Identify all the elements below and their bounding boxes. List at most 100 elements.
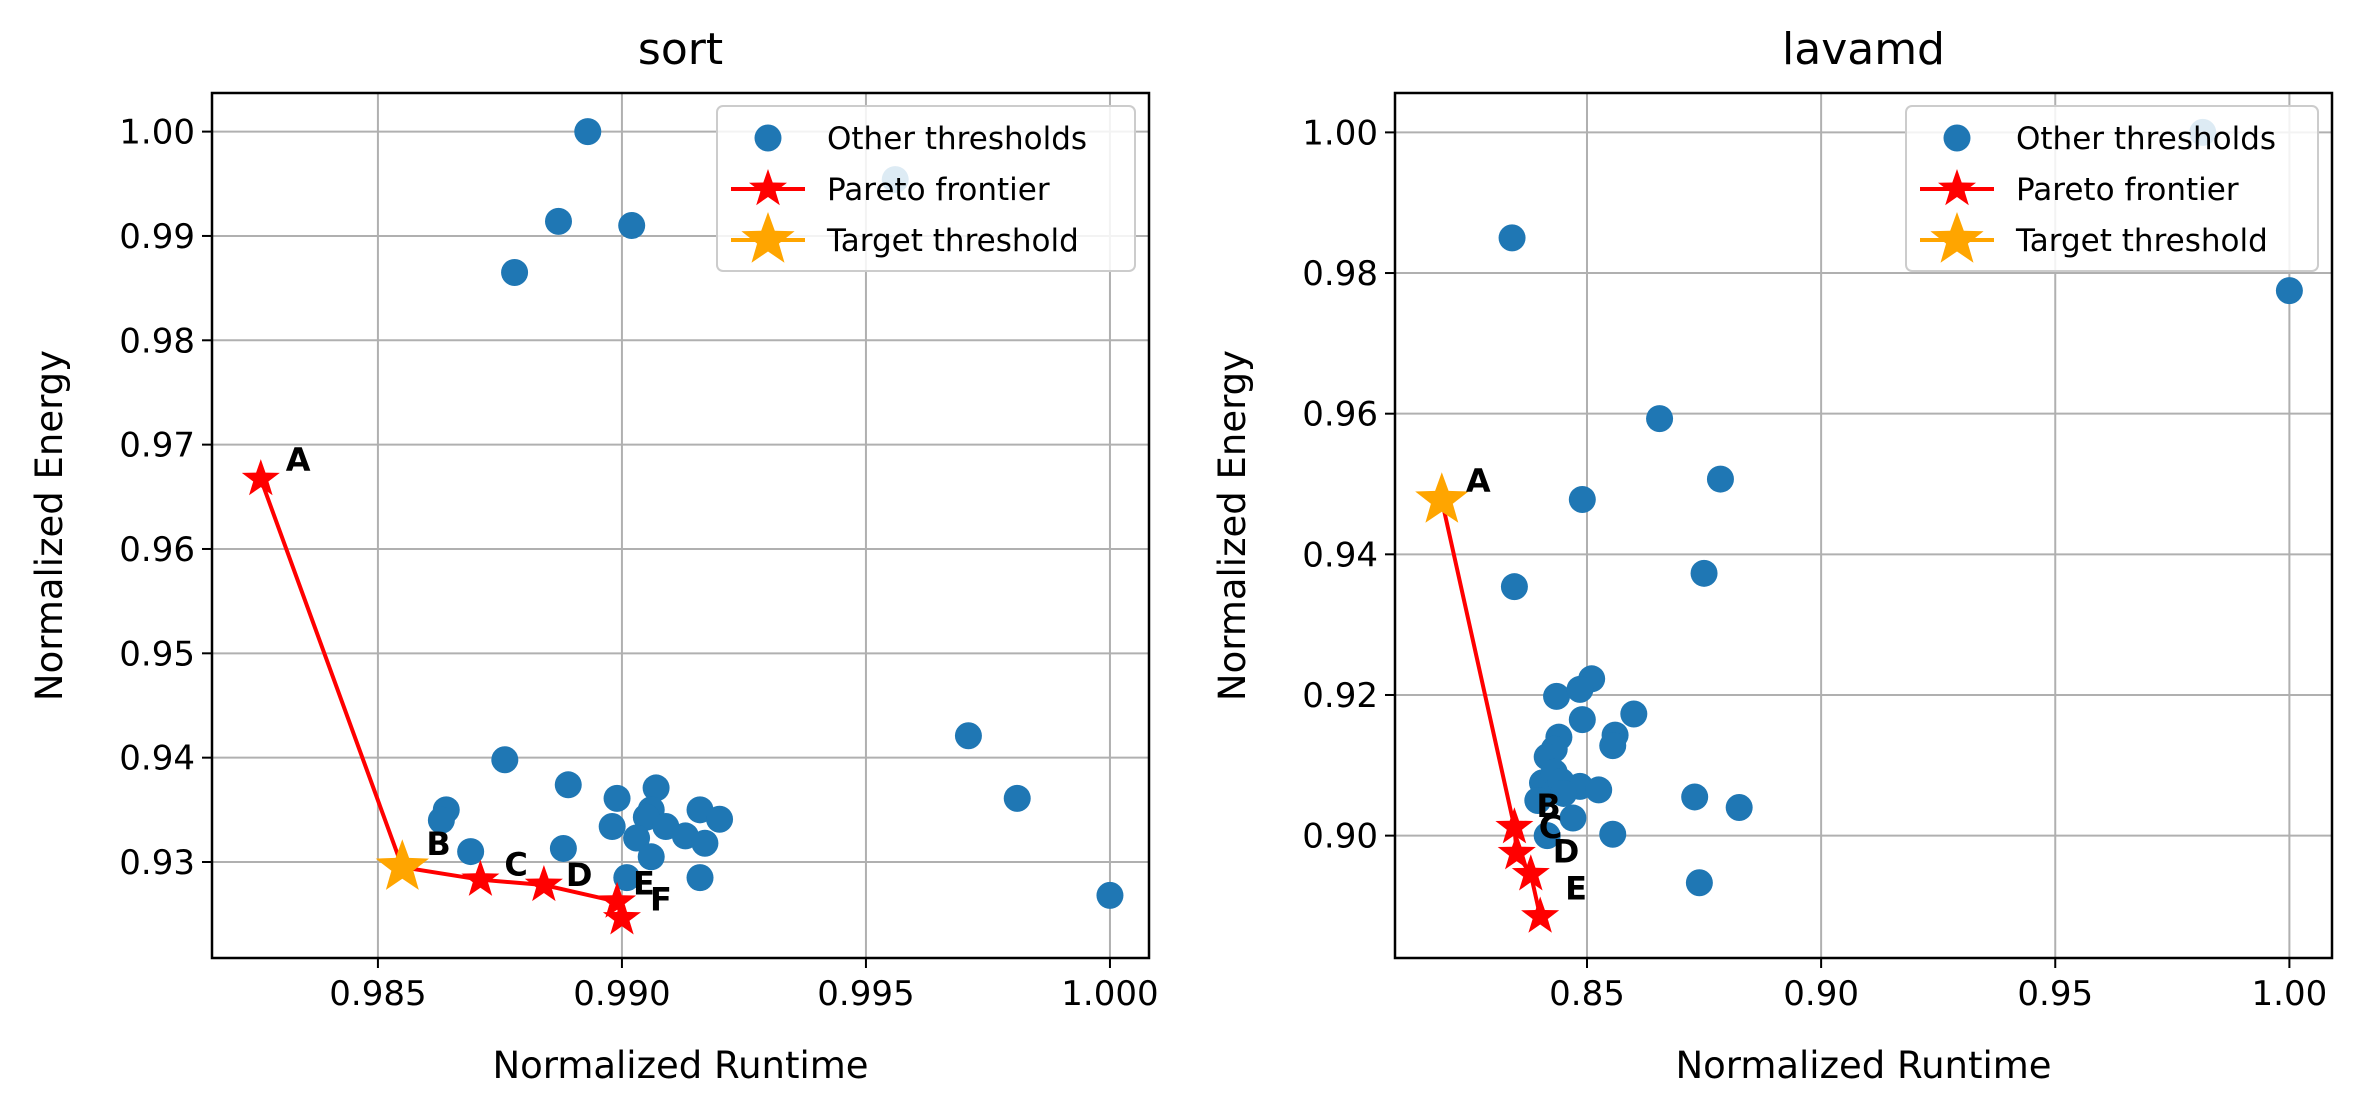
- scatter-point: [1568, 485, 1596, 513]
- target-threshold-star: [375, 839, 429, 890]
- scatter-point: [501, 258, 529, 286]
- y-tick-label: 1.00: [119, 113, 195, 153]
- y-axis-label: Normalized Energy: [1211, 350, 1254, 701]
- axes-frame: [210, 91, 1151, 960]
- y-tick-label: 0.97: [119, 426, 195, 466]
- scatter-point: [603, 784, 631, 812]
- point-label-e: E: [633, 865, 655, 903]
- point-label-d: D: [566, 856, 593, 894]
- scatter-point: [1585, 776, 1613, 804]
- point-label-c: C: [1539, 808, 1562, 846]
- x-axis-label: Normalized Runtime: [1675, 1044, 2051, 1087]
- x-tick-label: 0.90: [1783, 974, 1859, 1014]
- point-label-d: D: [1553, 832, 1580, 870]
- scatter-point: [544, 207, 572, 235]
- scatter-point: [2275, 277, 2303, 305]
- y-axis-label: Normalized Energy: [28, 350, 71, 701]
- legend-entry: Target threshold: [826, 223, 1079, 259]
- legend-box: [716, 105, 1136, 272]
- scatter-point: [1681, 783, 1709, 811]
- point-label-f: F: [650, 880, 672, 918]
- scatter-point: [623, 824, 651, 852]
- point-label-c: C: [504, 846, 527, 884]
- pareto-point-star: [524, 865, 563, 902]
- point-label-b: B: [426, 825, 450, 863]
- y-tick-label: 1.00: [1302, 113, 1378, 153]
- pareto-point-star: [1495, 807, 1534, 844]
- legend-marker-star: [749, 169, 787, 206]
- y-tick-label: 0.94: [119, 739, 195, 779]
- point-label-a: A: [286, 441, 311, 479]
- point-label-e: E: [1565, 870, 1587, 908]
- chart-0: 0.985 0.990 0.995 1.000 0.93 0.94 0.95 0.96 0.97…: [28, 24, 1159, 1087]
- legend-entry: Pareto frontier: [2016, 172, 2239, 208]
- chart-title: lavamd: [1782, 24, 1945, 75]
- scatter-point: [637, 843, 665, 871]
- y-tick-label: 0.94: [1302, 535, 1378, 575]
- legend-marker-target: [741, 212, 795, 263]
- x-tick-label: 0.95: [2017, 974, 2093, 1014]
- scatter-point: [1550, 779, 1578, 807]
- scatter-point: [686, 864, 714, 892]
- y-tick-label: 0.92: [1302, 676, 1378, 716]
- point-label-b: B: [1536, 787, 1560, 825]
- scatter-point: [691, 829, 719, 857]
- y-tick-label: 0.99: [119, 217, 195, 257]
- chart-1: 0.85 0.90 0.95 1.00 0.90 0.92 0.94 0.96 0.98 1.00…: [1211, 24, 2334, 1087]
- scatter-point: [1566, 675, 1594, 703]
- scatter-point: [427, 806, 455, 834]
- pareto-point-star: [1521, 896, 1560, 933]
- y-tick-label: 0.95: [119, 634, 195, 674]
- y-tick-label: 0.98: [1302, 254, 1378, 294]
- legend-box: [1905, 105, 2319, 272]
- legend-entry: Target threshold: [2015, 223, 2268, 259]
- legend-entry: Other thresholds: [827, 121, 1087, 157]
- legend-entry: Pareto frontier: [827, 172, 1050, 208]
- chart-title: sort: [638, 24, 723, 75]
- legend-marker-scatter: [1943, 124, 1971, 152]
- y-tick-label: 0.98: [119, 321, 195, 361]
- x-tick-label: 0.995: [817, 974, 914, 1014]
- scatter-point: [549, 834, 577, 862]
- pareto-point-star: [461, 859, 500, 896]
- scatter-point: [954, 722, 982, 750]
- scatter-point: [1690, 559, 1718, 587]
- legend-marker-star: [1938, 169, 1976, 206]
- x-tick-label: 0.990: [573, 974, 670, 1014]
- scatter-point: [1003, 784, 1031, 812]
- scatter-point: [1559, 804, 1587, 832]
- scatter-point: [1543, 682, 1571, 710]
- x-tick-label: 0.985: [329, 974, 426, 1014]
- y-tick-label: 0.96: [119, 530, 195, 570]
- scatter-point: [1685, 869, 1713, 897]
- y-tick-label: 0.90: [1302, 817, 1378, 857]
- x-tick-label: 0.85: [1549, 974, 1625, 1014]
- scatter-point: [1706, 465, 1734, 493]
- scatter-point: [706, 805, 734, 833]
- target-threshold-star: [1415, 472, 1469, 523]
- scatter-point: [1524, 786, 1552, 814]
- scatter-point: [598, 813, 626, 841]
- scatter-point: [618, 212, 646, 240]
- point-label-a: A: [1466, 462, 1491, 500]
- pareto-point-star: [1497, 833, 1536, 870]
- scatter-point: [1568, 706, 1596, 734]
- scatter-point: [613, 864, 641, 892]
- scatter-point: [1498, 224, 1526, 252]
- scatter-point: [1599, 820, 1627, 848]
- pareto-point-star: [602, 898, 641, 935]
- scatter-point: [1533, 822, 1561, 850]
- pareto-point-star: [598, 881, 637, 918]
- pareto-point-star: [241, 459, 280, 496]
- scatter-point: [574, 118, 602, 146]
- scatter-point: [1500, 573, 1528, 601]
- scatter-point: [1620, 700, 1648, 728]
- pareto-point-star: [1511, 854, 1550, 891]
- legend-entry: Other thresholds: [2016, 121, 2276, 157]
- legend: Other thresholds Pareto frontier Target th…: [716, 105, 1136, 272]
- y-tick-label: 0.96: [1302, 395, 1378, 435]
- y-tick-label: 0.93: [119, 843, 195, 883]
- legend: Other thresholds Pareto frontier Target th…: [1905, 105, 2319, 272]
- x-tick-label: 1.00: [2252, 974, 2328, 1014]
